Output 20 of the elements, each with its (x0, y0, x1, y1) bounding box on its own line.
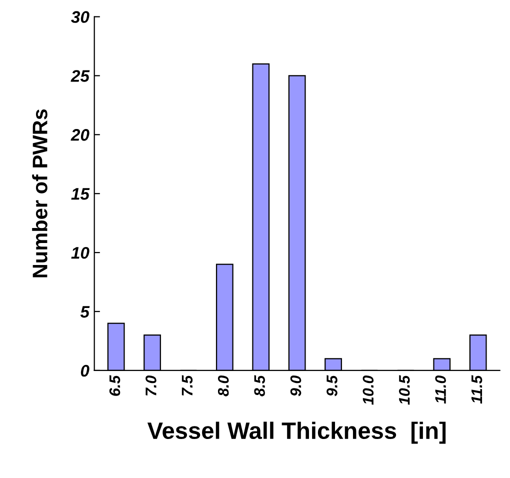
x-tick-label: 9.5 (326, 375, 338, 396)
x-tick-label: 8.5 (254, 375, 265, 396)
x-tick-label: 10.5 (398, 375, 410, 405)
x-tick-label: 9.0 (290, 375, 302, 396)
y-tick-label: 30 (71, 11, 90, 23)
y-tick-label: 15 (71, 188, 90, 200)
y-tick-label: 5 (80, 306, 90, 318)
x-tick-label: 6.5 (109, 375, 120, 396)
x-tick-label: 7.0 (146, 375, 156, 396)
y-axis-title: Number of PWRs (32, 109, 48, 278)
x-tick-label: 11.5 (472, 375, 482, 404)
y-tick-label: 20 (70, 129, 90, 141)
x-tick-label: 11.0 (435, 375, 446, 404)
y-tick-label: 25 (70, 70, 90, 82)
y-tick-label: 0 (80, 364, 90, 377)
x-tick-label: 10.0 (362, 375, 374, 405)
y-tick-label: 10 (71, 246, 90, 259)
x-tick-label: 7.5 (182, 375, 193, 396)
x-tick-label: 8.0 (218, 375, 229, 396)
x-axis-title: Vessel Wall Thickness [in] (147, 422, 446, 444)
